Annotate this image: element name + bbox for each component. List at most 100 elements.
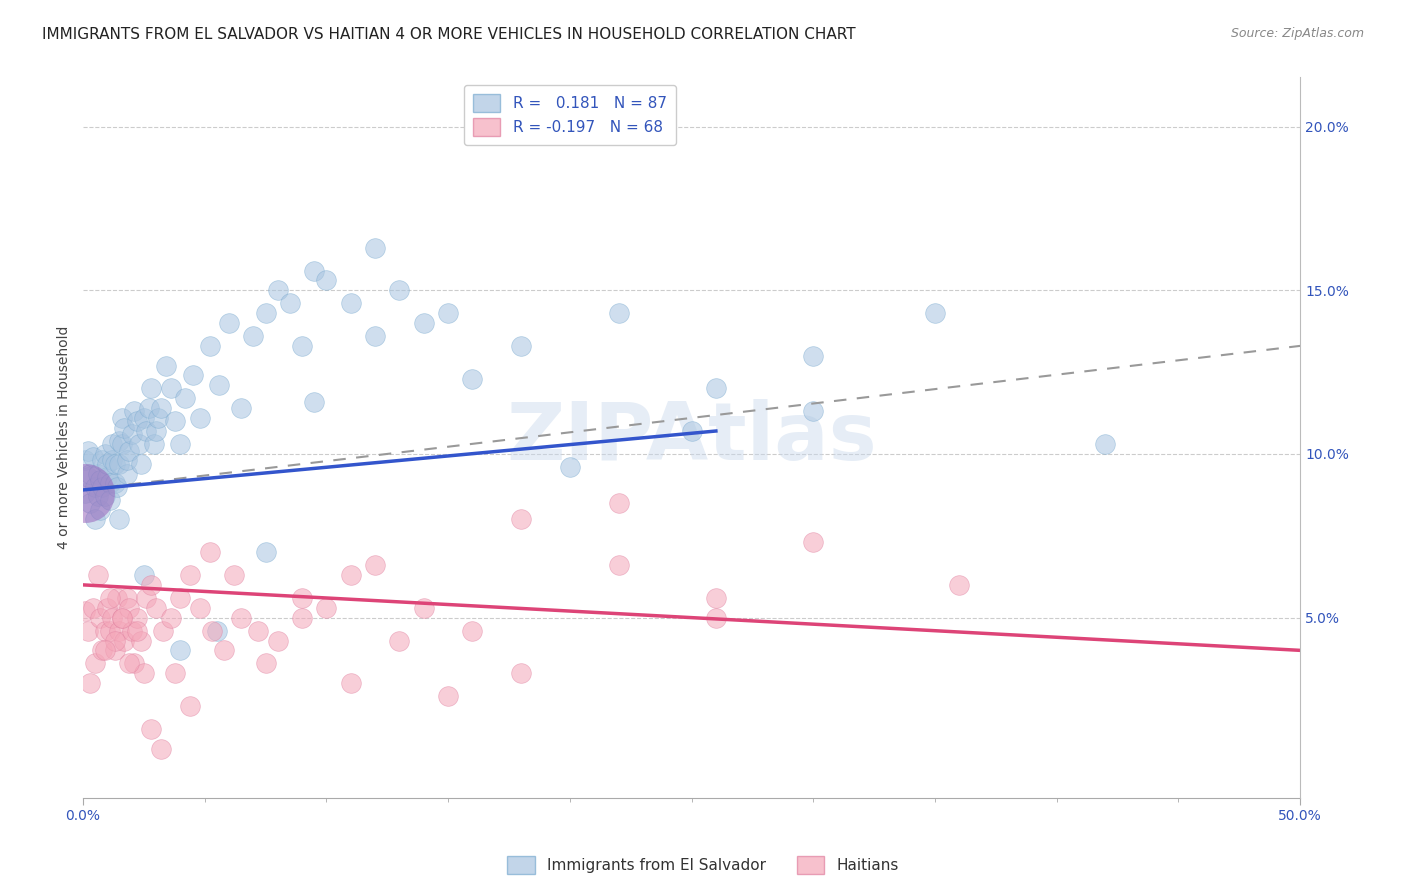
Point	[132, 666, 155, 681]
Text: Source: ZipAtlas.com: Source: ZipAtlas.com	[1230, 27, 1364, 40]
Point	[76, 624, 98, 638]
Point	[84, 512, 107, 526]
Point	[75, 486, 97, 500]
Point	[91, 480, 114, 494]
Point	[159, 610, 181, 624]
Point	[188, 411, 211, 425]
Point	[169, 591, 191, 605]
Point	[181, 368, 204, 383]
Point	[128, 437, 150, 451]
Point	[84, 657, 107, 671]
Point	[96, 600, 118, 615]
Point	[149, 741, 172, 756]
Point	[1094, 437, 1116, 451]
Point	[82, 600, 104, 615]
Point	[86, 490, 108, 504]
Point	[155, 359, 177, 373]
Point	[139, 578, 162, 592]
Point	[704, 591, 727, 605]
Point	[302, 263, 325, 277]
Point	[108, 434, 131, 448]
Point	[104, 476, 127, 491]
Point	[94, 490, 117, 504]
Point	[125, 414, 148, 428]
Point	[111, 610, 134, 624]
Point	[108, 512, 131, 526]
Point	[145, 424, 167, 438]
Point	[165, 414, 187, 428]
Point	[111, 610, 134, 624]
Point	[510, 512, 533, 526]
Point	[101, 437, 124, 451]
Point	[412, 316, 434, 330]
Point	[105, 480, 128, 494]
Point	[132, 411, 155, 425]
Point	[364, 241, 387, 255]
Point	[231, 401, 253, 416]
Point	[558, 460, 581, 475]
Point	[96, 457, 118, 471]
Point	[607, 496, 630, 510]
Point	[254, 306, 277, 320]
Point	[139, 722, 162, 736]
Point	[388, 633, 411, 648]
Point	[98, 492, 121, 507]
Point	[105, 591, 128, 605]
Point	[132, 568, 155, 582]
Point	[91, 643, 114, 657]
Point	[111, 437, 134, 451]
Point	[291, 591, 314, 605]
Point	[121, 427, 143, 442]
Point	[145, 600, 167, 615]
Point	[291, 610, 314, 624]
Point	[159, 381, 181, 395]
Point	[98, 476, 121, 491]
Point	[801, 349, 824, 363]
Point	[122, 404, 145, 418]
Point	[142, 437, 165, 451]
Point	[149, 401, 172, 416]
Point	[212, 643, 235, 657]
Legend: Immigrants from El Salvador, Haitians: Immigrants from El Salvador, Haitians	[501, 850, 905, 880]
Point	[112, 421, 135, 435]
Point	[118, 600, 141, 615]
Point	[135, 424, 157, 438]
Text: IMMIGRANTS FROM EL SALVADOR VS HAITIAN 4 OR MORE VEHICLES IN HOUSEHOLD CORRELATI: IMMIGRANTS FROM EL SALVADOR VS HAITIAN 4…	[42, 27, 856, 42]
Point	[112, 633, 135, 648]
Point	[461, 371, 484, 385]
Point	[704, 381, 727, 395]
Point	[118, 657, 141, 671]
Point	[94, 447, 117, 461]
Point	[148, 411, 170, 425]
Point	[104, 643, 127, 657]
Point	[138, 401, 160, 416]
Point	[169, 437, 191, 451]
Point	[98, 591, 121, 605]
Legend: R =   0.181   N = 87, R = -0.197   N = 68: R = 0.181 N = 87, R = -0.197 N = 68	[464, 85, 676, 145]
Point	[139, 381, 162, 395]
Point	[125, 624, 148, 638]
Point	[222, 568, 245, 582]
Y-axis label: 4 or more Vehicles in Household: 4 or more Vehicles in Household	[58, 326, 72, 549]
Point	[302, 394, 325, 409]
Point	[437, 689, 460, 703]
Point	[96, 470, 118, 484]
Point	[101, 453, 124, 467]
Point	[510, 339, 533, 353]
Point	[165, 666, 187, 681]
Point	[339, 296, 361, 310]
Point	[131, 633, 153, 648]
Point	[267, 633, 290, 648]
Point	[461, 624, 484, 638]
Point	[91, 453, 114, 467]
Point	[125, 610, 148, 624]
Point	[169, 643, 191, 657]
Point	[108, 624, 131, 638]
Point	[89, 473, 111, 487]
Point	[94, 643, 117, 657]
Point	[82, 450, 104, 465]
Point	[79, 496, 101, 510]
Point	[152, 624, 174, 638]
Point	[84, 480, 107, 494]
Point	[364, 558, 387, 573]
